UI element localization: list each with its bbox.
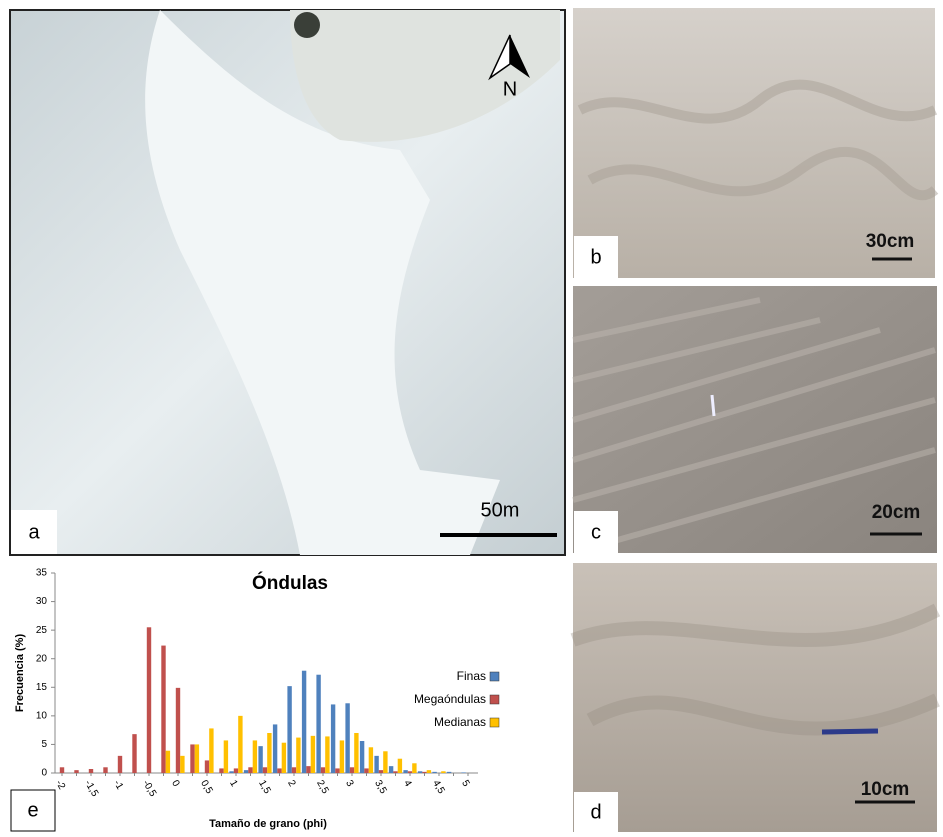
y-tick-label: 5 — [41, 739, 47, 750]
y-tick-label: 0 — [41, 768, 47, 779]
bar — [205, 760, 209, 773]
bar — [379, 770, 383, 773]
panel-label: d — [590, 801, 601, 823]
bar — [60, 767, 64, 773]
scale-label: 50m — [481, 499, 520, 521]
y-tick-label: 15 — [36, 682, 48, 693]
scale-label: 10cm — [861, 779, 910, 800]
bar — [161, 646, 165, 773]
y-tick-label: 20 — [36, 653, 48, 664]
legend-label: Medianas — [434, 715, 486, 729]
bar — [248, 767, 252, 773]
bar — [244, 770, 248, 773]
bar — [340, 740, 344, 773]
legend-swatch — [490, 672, 499, 681]
panel-label: c — [591, 521, 601, 543]
bar — [224, 740, 228, 773]
bar — [253, 740, 257, 773]
bar — [316, 675, 320, 773]
y-tick-label: 35 — [36, 568, 48, 579]
bar — [461, 772, 465, 773]
panel-label: a — [28, 521, 40, 543]
bar — [219, 768, 223, 773]
bar — [296, 738, 300, 773]
panel-b: 30cm b — [573, 8, 935, 278]
legend-swatch — [490, 718, 499, 727]
bar — [118, 756, 122, 773]
y-tick-label: 30 — [36, 596, 48, 607]
y-axis-title: Frecuencia (%) — [14, 634, 26, 713]
bar — [306, 766, 310, 773]
bar — [408, 771, 412, 773]
bar — [103, 767, 107, 773]
bar — [447, 772, 451, 773]
bar — [273, 724, 277, 773]
bar — [383, 751, 387, 773]
bar — [89, 769, 93, 773]
bar — [325, 736, 329, 773]
bar — [263, 767, 267, 773]
scale-label: 20cm — [872, 502, 921, 523]
bar — [238, 716, 242, 773]
bar — [374, 756, 378, 773]
bar — [350, 767, 354, 773]
bar — [209, 728, 213, 773]
bar — [335, 768, 339, 773]
y-tick-label: 25 — [36, 625, 48, 636]
bar — [369, 747, 373, 773]
bar — [190, 744, 194, 773]
bar — [389, 766, 393, 773]
bar — [331, 704, 335, 773]
bar — [180, 756, 184, 773]
figure: N 50m a 30cm b 20cm c 10cm d e 0 5 10 15 20 2… — [0, 0, 943, 832]
chart-title: Óndulas — [252, 572, 328, 594]
legend-label: Finas — [457, 669, 486, 683]
bar — [287, 686, 291, 773]
pen — [822, 731, 878, 732]
bar — [282, 743, 286, 773]
legend-swatch — [490, 695, 499, 704]
bar — [418, 771, 422, 773]
bar — [412, 763, 416, 773]
bar — [364, 768, 368, 773]
panel-a: N 50m a — [10, 10, 565, 555]
bar — [132, 734, 136, 773]
bar — [321, 767, 325, 773]
bar — [427, 770, 431, 773]
bar — [345, 703, 349, 773]
scale-label: 30cm — [866, 231, 915, 252]
bar — [398, 759, 402, 773]
y-tick-label: 10 — [36, 710, 48, 721]
bar — [229, 771, 233, 773]
bar — [195, 744, 199, 773]
bar — [258, 746, 262, 773]
panel-c: 20cm c — [573, 286, 937, 553]
north-label: N — [503, 78, 517, 100]
legend-label: Megaóndulas — [414, 692, 486, 706]
bar — [403, 770, 407, 773]
shrub — [294, 12, 320, 38]
pen — [712, 395, 714, 416]
bar — [393, 771, 397, 773]
bar — [354, 733, 358, 773]
panel-label: b — [590, 246, 601, 268]
panel-label: e — [27, 799, 38, 821]
bar — [277, 768, 281, 773]
bar — [302, 671, 306, 773]
bar — [166, 751, 170, 773]
bar — [234, 768, 238, 773]
bar — [267, 733, 271, 773]
bar — [422, 772, 426, 773]
panel-d: 10cm d — [573, 563, 937, 832]
bar — [147, 627, 151, 773]
bar — [292, 767, 296, 773]
bar — [432, 772, 436, 773]
bar — [441, 771, 445, 773]
x-axis-title: Tamaño de grano (phi) — [209, 818, 327, 830]
bar — [311, 736, 315, 773]
bar — [176, 688, 180, 773]
bar — [74, 770, 78, 773]
bar — [360, 741, 364, 773]
